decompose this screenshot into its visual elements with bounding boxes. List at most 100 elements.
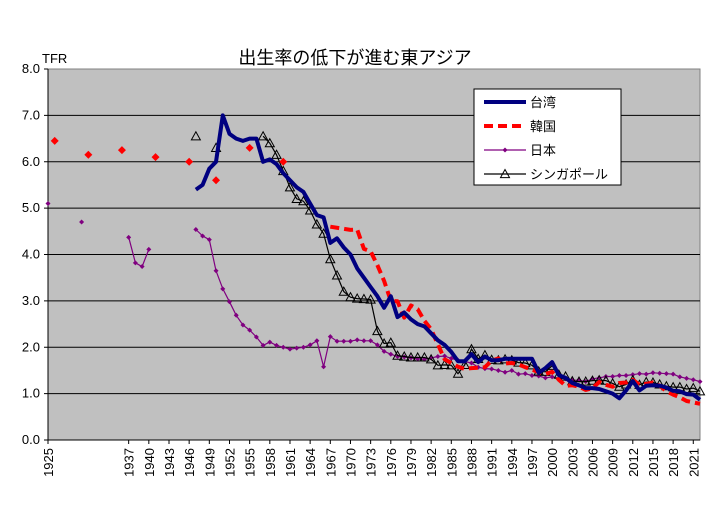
data-point	[280, 344, 286, 350]
data-point	[687, 382, 699, 393]
data-point	[139, 264, 145, 270]
data-point	[374, 342, 380, 348]
series-line	[194, 113, 702, 402]
y-tick-label: 7.0	[22, 107, 40, 122]
x-tick-label: 1991	[485, 448, 500, 477]
y-axis-label: TFR	[42, 51, 67, 66]
data-point	[284, 181, 296, 192]
data-point	[419, 351, 430, 362]
data-point	[587, 375, 598, 385]
data-point	[637, 371, 643, 377]
data-point	[354, 337, 360, 343]
x-tick-label: 1967	[323, 448, 338, 477]
data-point	[368, 338, 374, 344]
data-point	[361, 338, 367, 344]
data-point	[300, 344, 306, 350]
data-point	[253, 334, 259, 340]
data-point	[694, 385, 706, 396]
x-tick-label: 1976	[384, 448, 399, 477]
data-point	[684, 375, 690, 381]
data-point	[331, 269, 343, 280]
data-point	[240, 322, 246, 328]
data-point	[378, 338, 390, 348]
data-point	[79, 219, 85, 225]
x-tick-label: 1988	[464, 448, 479, 477]
data-point	[459, 359, 471, 369]
data-point	[425, 353, 437, 364]
data-point	[206, 237, 212, 243]
data-point	[185, 157, 194, 166]
y-tick-label: 4.0	[22, 247, 40, 262]
data-point	[213, 268, 219, 274]
data-point	[502, 147, 508, 153]
series-taiwan	[194, 113, 702, 402]
x-tick-label: 1961	[283, 448, 298, 477]
data-point	[509, 367, 515, 373]
data-point	[264, 137, 276, 148]
x-tick-label: 1958	[263, 448, 278, 477]
data-point	[522, 371, 528, 377]
legend-item-korea: 韓国	[484, 120, 556, 135]
x-tick-label: 2015	[646, 448, 661, 477]
data-point	[324, 253, 336, 264]
data-point	[542, 375, 548, 381]
data-point	[132, 260, 138, 266]
y-tick-label: 8.0	[22, 61, 40, 76]
x-tick-label: 2009	[606, 448, 621, 477]
data-point	[398, 350, 410, 361]
y-tick-label: 2.0	[22, 339, 40, 354]
data-point	[45, 200, 51, 206]
data-point	[151, 153, 160, 162]
data-point	[220, 286, 226, 292]
data-point	[193, 226, 199, 232]
data-point	[84, 150, 93, 159]
data-point	[657, 370, 663, 376]
x-tick-label: 1952	[222, 448, 237, 477]
data-point	[623, 373, 629, 379]
chart-title: 出生率の低下が進む東アジア	[238, 48, 471, 69]
legend-label: 台湾	[530, 95, 556, 111]
data-point	[274, 342, 280, 348]
data-point	[489, 366, 495, 372]
data-point	[146, 246, 152, 252]
x-tick-label: 1943	[162, 448, 177, 477]
data-point	[314, 338, 320, 344]
data-point	[499, 168, 511, 179]
data-point	[643, 371, 649, 377]
data-point	[294, 345, 300, 351]
data-point	[445, 359, 457, 370]
legend-label: 日本	[530, 144, 556, 159]
data-point	[468, 360, 474, 366]
legend-item-japan: 日本	[484, 144, 556, 159]
data-point	[365, 293, 376, 304]
y-tick-label: 3.0	[22, 293, 40, 308]
data-point	[279, 157, 288, 166]
x-tick-label: 2018	[666, 448, 681, 477]
data-point	[372, 325, 383, 336]
data-point	[616, 373, 622, 379]
data-point	[334, 338, 340, 344]
legend-item-singapore: シンガポール	[484, 168, 608, 183]
data-point	[432, 359, 444, 370]
data-point	[580, 376, 592, 386]
legend-label: 韓国	[530, 120, 556, 135]
legend-label: シンガポール	[530, 168, 608, 183]
x-tick-label: 2006	[585, 448, 600, 477]
data-point	[347, 338, 353, 344]
data-point	[287, 346, 293, 352]
data-point	[412, 351, 424, 362]
x-tick-label: 1925	[41, 448, 56, 477]
data-point	[291, 193, 303, 203]
x-tick-label: 1973	[364, 448, 379, 477]
x-tick-label: 1949	[202, 448, 217, 477]
data-point	[311, 218, 323, 229]
data-point	[341, 338, 347, 344]
series-line	[195, 229, 701, 383]
data-point	[271, 149, 282, 159]
data-point	[126, 234, 132, 240]
series-line	[128, 237, 150, 268]
x-tick-label: 1937	[122, 448, 137, 477]
data-point	[405, 351, 417, 362]
